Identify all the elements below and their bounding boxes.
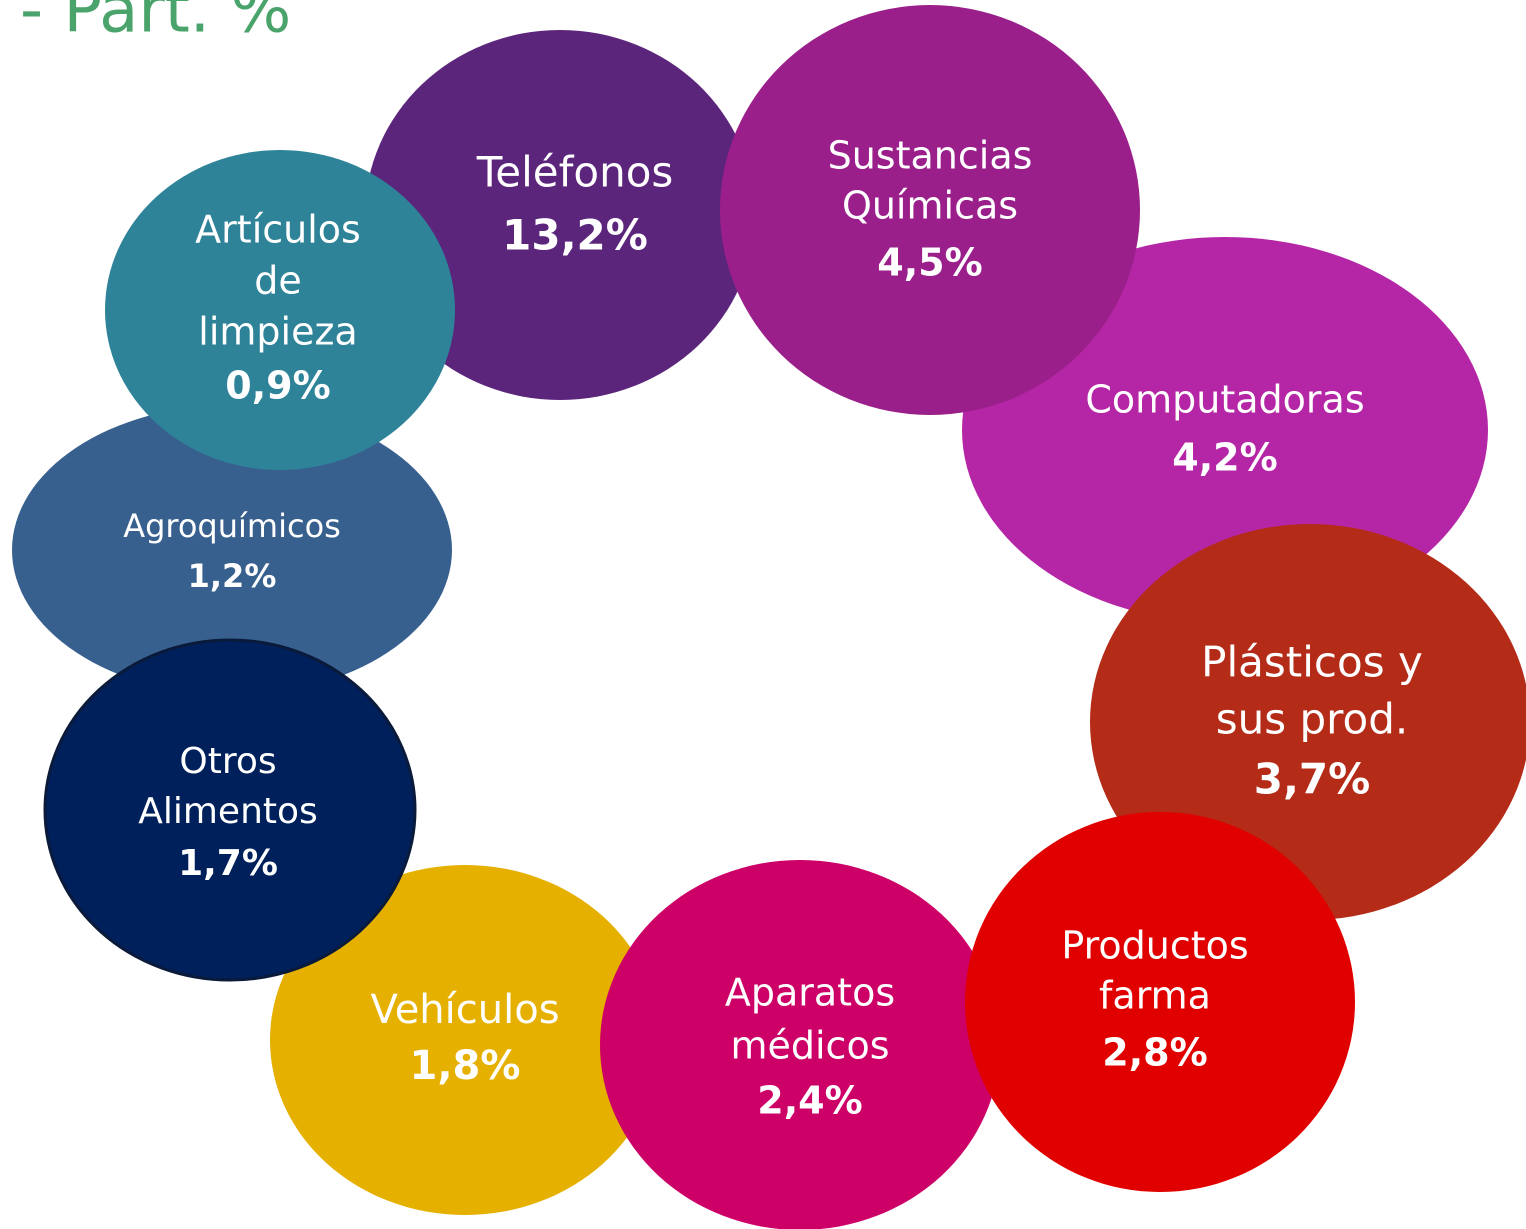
bubble-label: de: [254, 259, 302, 303]
bubble-label: sus prod.: [1216, 695, 1408, 744]
bubble-label: Alimentos: [138, 791, 318, 832]
bubble: [965, 812, 1355, 1192]
bubble-value: 1,8%: [410, 1043, 521, 1089]
bubble-label: Aparatos: [725, 971, 895, 1015]
bubble-value: 4,2%: [1172, 436, 1277, 480]
bubble-value: 1,7%: [178, 843, 278, 884]
bubble-value: 0,9%: [225, 364, 330, 408]
bubble-label: Sustancias: [828, 134, 1033, 178]
bubble-value: 2,4%: [757, 1079, 862, 1123]
bubble-value: 13,2%: [502, 211, 648, 260]
title: - Part. %: [20, 0, 291, 48]
bubble-label: médicos: [730, 1024, 889, 1068]
bubble-label: Artículos: [195, 208, 361, 252]
bubble: [105, 150, 455, 470]
bubble: [720, 5, 1140, 415]
bubble-value: 1,2%: [188, 557, 277, 595]
bubble-label: limpieza: [198, 310, 357, 354]
bubble-value: 2,8%: [1102, 1031, 1207, 1075]
bubble: [365, 30, 755, 400]
bubble-label: farma: [1099, 974, 1211, 1018]
bubble-label: Otros: [179, 741, 276, 782]
bubble-label: Vehículos: [370, 987, 559, 1033]
bubble-value: 4,5%: [877, 241, 982, 285]
bubble: [600, 860, 1000, 1229]
bubble: [12, 405, 452, 695]
bubble: [43, 638, 417, 982]
bubble-label: Computadoras: [1085, 378, 1364, 422]
bubble-value: 3,7%: [1254, 755, 1370, 804]
bubble-label: Plásticos y: [1201, 638, 1423, 687]
bubble-label: Productos: [1061, 924, 1248, 968]
bubble-label: Químicas: [842, 184, 1018, 228]
bubble: [270, 865, 660, 1215]
bubble-label: Agroquímicos: [123, 507, 341, 545]
bubble-label: Teléfonos: [476, 148, 674, 197]
